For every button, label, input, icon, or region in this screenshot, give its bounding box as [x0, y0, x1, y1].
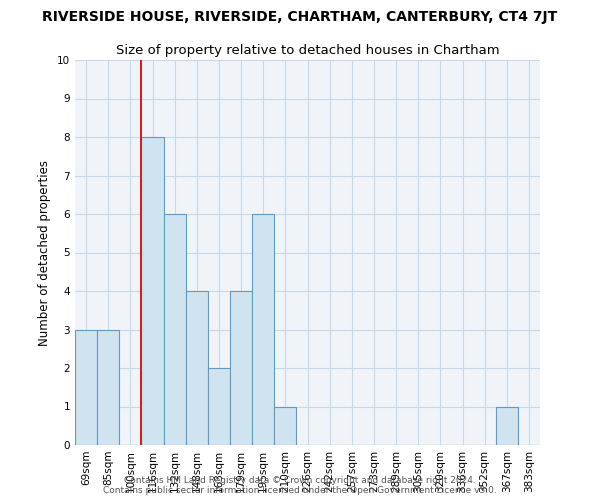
Y-axis label: Number of detached properties: Number of detached properties [38, 160, 52, 346]
Bar [164, 214, 186, 445]
Bar [252, 214, 274, 445]
Text: Contains HM Land Registry data © Crown copyright and database right 2024.
Contai: Contains HM Land Registry data © Crown c… [103, 476, 497, 495]
Bar [230, 291, 252, 445]
Bar [97, 330, 119, 445]
Bar [274, 406, 296, 445]
Bar [142, 137, 164, 445]
Title: Size of property relative to detached houses in Chartham: Size of property relative to detached ho… [116, 44, 499, 58]
Bar [496, 406, 518, 445]
Bar [208, 368, 230, 445]
Text: RIVERSIDE HOUSE, RIVERSIDE, CHARTHAM, CANTERBURY, CT4 7JT: RIVERSIDE HOUSE, RIVERSIDE, CHARTHAM, CA… [43, 10, 557, 24]
Bar [75, 330, 97, 445]
Bar [186, 291, 208, 445]
